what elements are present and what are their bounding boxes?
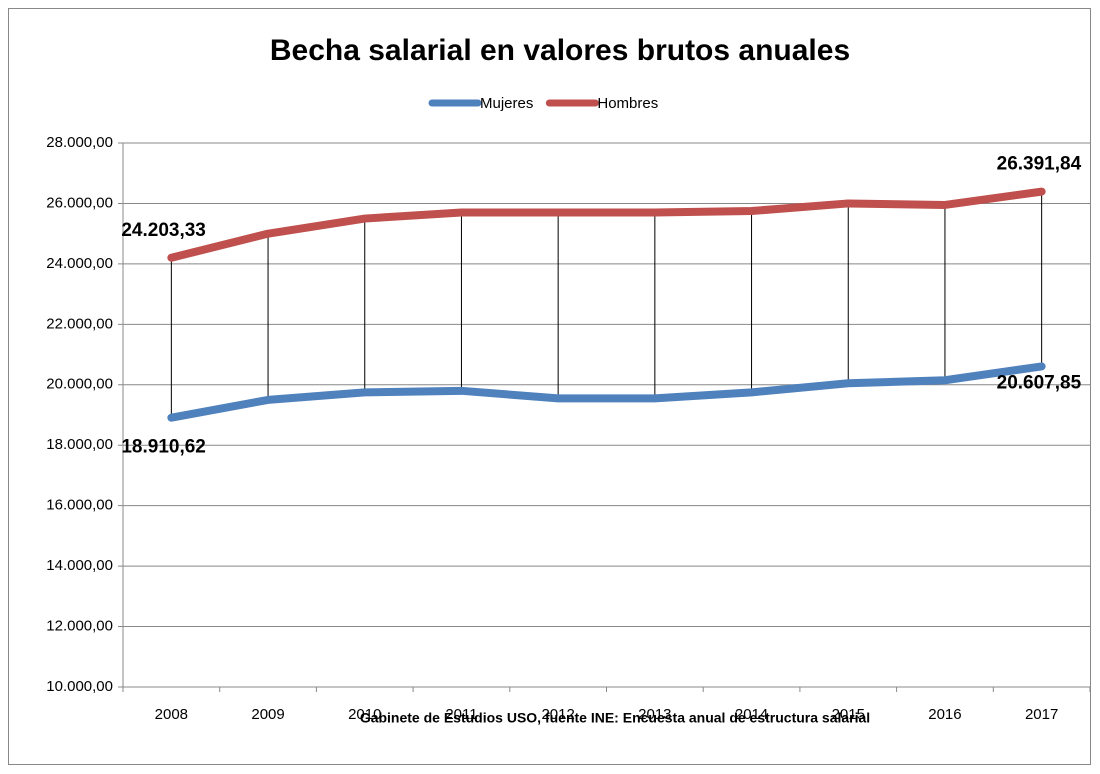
data-label: 18.910,62 bbox=[121, 437, 206, 458]
y-tick-label: 14.000,00 bbox=[46, 557, 113, 574]
y-tick-label: 16.000,00 bbox=[46, 497, 113, 514]
chart-border bbox=[8, 8, 1091, 765]
x-tick-label: 2014 bbox=[735, 706, 768, 723]
x-axis-title: Gabinete de Estudios USO, fuente INE: En… bbox=[360, 710, 870, 726]
y-tick-label: 10.000,00 bbox=[46, 678, 113, 695]
x-tick-label: 2015 bbox=[832, 706, 865, 723]
x-tick-label: 2017 bbox=[1025, 706, 1058, 723]
data-label: 24.203,33 bbox=[121, 220, 206, 241]
legend-label: Hombres bbox=[597, 95, 658, 112]
x-tick-label: 2013 bbox=[638, 706, 671, 723]
series-line bbox=[167, 362, 1046, 422]
x-tick-label: 2011 bbox=[445, 706, 477, 723]
y-tick-label: 12.000,00 bbox=[46, 618, 113, 635]
y-tick-label: 24.000,00 bbox=[46, 255, 113, 272]
series-line bbox=[167, 187, 1046, 262]
x-tick-label: 2008 bbox=[155, 706, 188, 723]
legend-label: Mujeres bbox=[480, 95, 533, 112]
data-label: 20.607,85 bbox=[997, 372, 1082, 393]
y-tick-label: 18.000,00 bbox=[46, 436, 113, 453]
x-tick-label: 2012 bbox=[541, 706, 574, 723]
x-tick-label: 2010 bbox=[348, 706, 381, 723]
y-tick-label: 20.000,00 bbox=[46, 376, 113, 393]
y-tick-label: 22.000,00 bbox=[46, 315, 113, 332]
data-label: 26.391,84 bbox=[997, 154, 1082, 175]
y-tick-label: 28.000,00 bbox=[46, 134, 113, 151]
chart-title: Becha salarial en valores brutos anuales bbox=[270, 34, 850, 67]
y-tick-label: 26.000,00 bbox=[46, 194, 113, 211]
x-tick-label: 2009 bbox=[251, 706, 284, 723]
x-tick-label: 2016 bbox=[928, 706, 961, 723]
